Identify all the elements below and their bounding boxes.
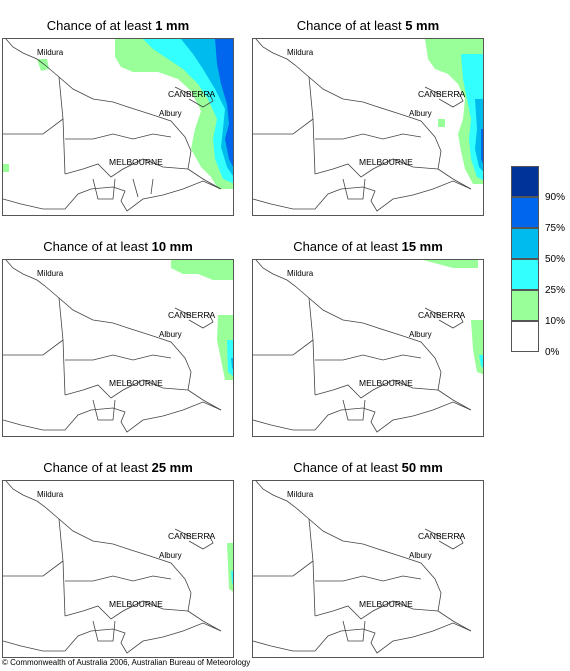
place-mildura: Mildura: [37, 490, 64, 499]
boundaries: [3, 260, 222, 433]
panel-title: Chance of at least 5 mm: [296, 18, 440, 33]
legend-swatch-0: [511, 321, 539, 352]
boundaries: [253, 260, 472, 433]
probability-map: [3, 39, 233, 212]
panel-10mm: Chance of at least 10 mm Mildura: [2, 239, 234, 439]
map-1mm: Mildura CANBERRA Albury MELBOURNE: [2, 38, 234, 216]
panel-15mm: Chance of at least 15 mm Mildura CANBERR: [252, 239, 484, 439]
map-15mm: Mildura CANBERRA Albury MELBOURNE: [252, 259, 484, 437]
place-canberra: CANBERRA: [418, 89, 466, 99]
place-mildura: Mildura: [37, 269, 64, 278]
place-mildura: Mildura: [37, 48, 64, 57]
probability-map: [253, 260, 483, 433]
legend-swatch-50: [511, 228, 539, 259]
place-albury: Albury: [159, 109, 182, 118]
rain-probability-shading: [227, 543, 233, 592]
panel-1mm: Chance of at least 1 mm: [2, 18, 234, 218]
panel-title: Chance of at least 1 mm: [46, 18, 190, 33]
panel-50mm: Chance of at least 50 mm Mildura CANBERR…: [252, 460, 484, 660]
rain-probability-shading: [3, 39, 233, 189]
place-canberra: CANBERRA: [168, 89, 216, 99]
place-canberra: CANBERRA: [168, 531, 216, 541]
panel-title: Chance of at least 25 mm: [43, 460, 193, 475]
legend-swatch-75: [511, 197, 539, 228]
boundaries: [3, 481, 222, 654]
copyright-notice: © Commonwealth of Australia 2006, Austra…: [2, 658, 251, 667]
place-melbourne: MELBOURNE: [359, 157, 413, 167]
place-canberra: CANBERRA: [418, 310, 466, 320]
legend-label-50: 50%: [545, 254, 566, 265]
legend-label-0: 0%: [545, 347, 560, 358]
place-albury: Albury: [409, 551, 432, 560]
map-10mm: Mildura CANBERRA Albury MELBOURNE: [2, 259, 234, 437]
place-canberra: CANBERRA: [418, 531, 466, 541]
place-albury: Albury: [159, 330, 182, 339]
place-melbourne: MELBOURNE: [359, 599, 413, 609]
probability-map: [3, 481, 233, 654]
place-canberra: CANBERRA: [168, 310, 216, 320]
map-50mm: Mildura CANBERRA Albury MELBOURNE: [252, 480, 484, 658]
legend-swatch-10: [511, 290, 539, 321]
panel-title: Chance of at least 15 mm: [293, 239, 443, 254]
panel-title: Chance of at least 10 mm: [43, 239, 193, 254]
rain-probability-shading: [423, 260, 483, 375]
boundaries: [253, 39, 472, 212]
place-mildura: Mildura: [287, 269, 314, 278]
panel-25mm: Chance of at least 25 mm Mildura CANBERR…: [2, 460, 234, 660]
place-melbourne: MELBOURNE: [109, 599, 163, 609]
map-25mm: Mildura CANBERRA Albury MELBOURNE: [2, 480, 234, 658]
place-albury: Albury: [409, 330, 432, 339]
rain-probability-shading: [425, 39, 483, 184]
probability-map: [253, 39, 483, 212]
legend-label-75: 75%: [545, 223, 566, 234]
place-mildura: Mildura: [287, 48, 314, 57]
place-mildura: Mildura: [287, 490, 314, 499]
rain-probability-shading: [171, 260, 233, 380]
legend-label-25: 25%: [545, 285, 566, 296]
probability-map: [253, 481, 472, 654]
place-melbourne: MELBOURNE: [359, 378, 413, 388]
legend-label-90: 90%: [545, 192, 566, 203]
place-melbourne: MELBOURNE: [109, 157, 163, 167]
map-5mm: Mildura CANBERRA Albury MELBOURNE: [252, 38, 484, 216]
place-albury: Albury: [159, 551, 182, 560]
legend-swatch-90: [511, 166, 539, 197]
legend-label-10: 10%: [545, 316, 566, 327]
probability-map: [3, 260, 233, 433]
panel-title: Chance of at least 50 mm: [293, 460, 443, 475]
place-melbourne: MELBOURNE: [109, 378, 163, 388]
panel-5mm: Chance of at least 5 mm Mi: [252, 18, 484, 218]
legend-swatch-25: [511, 259, 539, 290]
boundaries: [253, 481, 472, 654]
place-albury: Albury: [409, 109, 432, 118]
boundaries: [3, 39, 222, 212]
